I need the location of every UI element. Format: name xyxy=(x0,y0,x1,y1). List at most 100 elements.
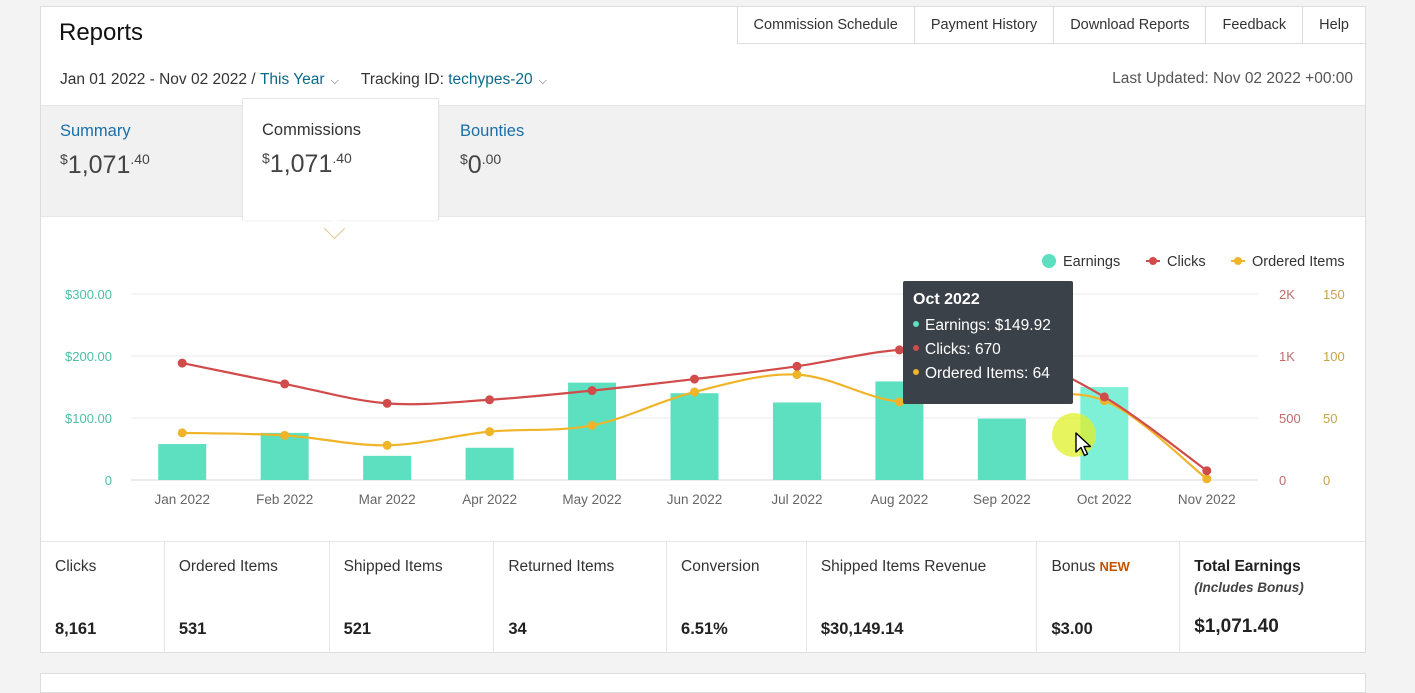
ordered-items-point xyxy=(690,387,699,397)
tooltip-row-clicks: Clicks: 670 xyxy=(913,341,1063,359)
tab-commissions[interactable]: Commissions $1,071.40 xyxy=(242,98,439,220)
legend-clicks-label: Clicks xyxy=(1167,254,1206,270)
stat-label: Clicks xyxy=(55,558,97,575)
clicks-point xyxy=(177,358,187,368)
ordered-items-point xyxy=(382,440,392,450)
cursor-highlight xyxy=(1052,413,1096,457)
feedback-link[interactable]: Feedback xyxy=(1205,6,1303,44)
stat-clicks: Clicks 8,161 xyxy=(41,542,165,653)
legend-earnings-marker xyxy=(1042,254,1056,268)
page-title: Reports xyxy=(59,19,144,46)
stat-label: Total Earnings xyxy=(1194,558,1301,575)
stat-label: Bonus NEW xyxy=(1051,558,1130,575)
legend-ordered-marker xyxy=(1234,257,1242,265)
ordered-items-point xyxy=(792,370,802,380)
tracking-id-dropdown[interactable]: techypes-20 xyxy=(448,71,533,88)
tooltip-title: Oct 2022 xyxy=(913,291,980,308)
y-right-clicks-tick: 1K xyxy=(1279,349,1295,364)
clicks-point xyxy=(280,379,290,389)
x-tick-label: Jul 2022 xyxy=(771,492,822,507)
stat-value: $3.00 xyxy=(1051,620,1093,638)
x-tick-label: Oct 2022 xyxy=(1077,492,1132,507)
stat-bonus: Bonus NEW $3.00 xyxy=(1037,542,1181,653)
earnings-bar xyxy=(465,447,514,480)
chart-tooltip: Oct 2022 Earnings: $149.92 Clicks: 670 O… xyxy=(903,281,1073,404)
earnings-chart: 0 $100.00 $200.00 $300.00 0 500 1K 2K 0 50 100 150 J… xyxy=(41,219,1365,541)
stat-label: Conversion xyxy=(681,558,760,575)
tab-bounties-label: Bounties xyxy=(460,122,525,140)
earnings-bar xyxy=(158,444,207,480)
legend-earnings-label: Earnings xyxy=(1063,254,1120,270)
y-right-clicks-tick: 500 xyxy=(1279,411,1301,426)
y-left-tick: 0 xyxy=(105,473,112,488)
tracking-label: Tracking ID: xyxy=(360,71,444,88)
ordered-items-point xyxy=(177,428,187,438)
y-right-items-tick: 0 xyxy=(1323,473,1330,488)
chevron-down-icon[interactable]: ⌵ xyxy=(538,74,548,87)
clicks-point xyxy=(382,398,392,408)
clicks-point xyxy=(1099,392,1109,402)
tab-summary[interactable]: Summary $1,071.40 xyxy=(41,106,241,216)
clicks-point xyxy=(690,374,699,384)
y-left-tick: $100.00 xyxy=(65,411,112,426)
help-link[interactable]: Help xyxy=(1302,6,1366,44)
earnings-bar xyxy=(568,382,617,480)
stats-row: Clicks 8,161 Ordered Items 531 Shipped I… xyxy=(41,541,1365,653)
tab-commissions-label: Commissions xyxy=(262,121,362,139)
tab-summary-label: Summary xyxy=(60,122,131,140)
x-tick-label: Nov 2022 xyxy=(1178,492,1236,507)
y-left-tick: $200.00 xyxy=(65,349,112,364)
next-card xyxy=(40,673,1366,693)
stat-sublabel: (Includes Bonus) xyxy=(1194,580,1304,595)
payment-history-link[interactable]: Payment History xyxy=(913,6,1054,44)
stat-label: Ordered Items xyxy=(178,558,278,575)
y-right-items-tick: 150 xyxy=(1323,287,1345,302)
stat-shipped-items: Shipped Items 521 xyxy=(330,542,495,653)
filter-row: Jan 01 2022 - Nov 02 2022 / This Year ⌵ … xyxy=(60,71,569,89)
x-tick-label: Jan 2022 xyxy=(154,492,210,507)
last-updated: Last Updated: Nov 02 2022 +00:00 xyxy=(1112,70,1353,87)
clicks-point xyxy=(894,345,904,355)
reports-card: Reports Commission Schedule Payment Hist… xyxy=(40,6,1366,653)
period-dropdown[interactable]: This Year xyxy=(259,71,325,88)
y-right-clicks-tick: 0 xyxy=(1279,473,1286,488)
date-range: Jan 01 2022 - Nov 02 2022 / xyxy=(60,71,256,88)
commission-schedule-link[interactable]: Commission Schedule xyxy=(736,6,914,44)
stat-value: 8,161 xyxy=(55,620,97,638)
ordered-items-point xyxy=(1202,474,1212,484)
earnings-bar xyxy=(772,402,821,480)
y-right-clicks-tick: 2K xyxy=(1279,287,1295,302)
chevron-down-icon[interactable]: ⌵ xyxy=(330,74,339,87)
clicks-point xyxy=(792,361,802,371)
earnings-bar xyxy=(670,393,719,480)
stat-value: 521 xyxy=(343,620,372,638)
tab-bounties-value: $0.00 xyxy=(460,151,502,179)
download-reports-link[interactable]: Download Reports xyxy=(1053,6,1206,44)
earnings-bar xyxy=(363,455,412,480)
stat-value: 531 xyxy=(178,620,207,638)
stat-value: 6.51% xyxy=(681,620,728,638)
legend-ordered-label: Ordered Items xyxy=(1252,254,1345,270)
stat-label: Returned Items xyxy=(508,558,615,575)
legend-clicks-marker xyxy=(1149,257,1157,265)
stat-value: $30,149.14 xyxy=(820,620,904,638)
stat-conversion: Conversion 6.51% xyxy=(667,542,807,653)
mouse-pointer-icon xyxy=(1075,432,1092,457)
ordered-items-point xyxy=(587,420,597,430)
earnings-bar xyxy=(977,418,1026,480)
stat-label: Shipped Items xyxy=(343,558,443,575)
tab-summary-value: $1,071.40 xyxy=(60,151,150,179)
clicks-point xyxy=(485,395,495,405)
ordered-items-point xyxy=(894,397,904,407)
ordered-items-point xyxy=(280,430,290,440)
stat-value: 34 xyxy=(508,620,527,638)
y-right-items-tick: 100 xyxy=(1323,349,1345,364)
top-nav: Commission Schedule Payment History Down… xyxy=(736,6,1366,44)
x-tick-label: Mar 2022 xyxy=(359,492,416,507)
summary-tabs: Summary $1,071.40 Commissions $1,071.40 … xyxy=(41,98,1365,220)
new-badge: NEW xyxy=(1099,559,1130,574)
tab-bounties[interactable]: Bounties $0.00 xyxy=(441,106,641,216)
stat-total-earnings: Total Earnings (Includes Bonus) $1,071.4… xyxy=(1180,542,1365,653)
y-right-items-tick: 50 xyxy=(1323,411,1337,426)
x-tick-label: Apr 2022 xyxy=(462,492,517,507)
